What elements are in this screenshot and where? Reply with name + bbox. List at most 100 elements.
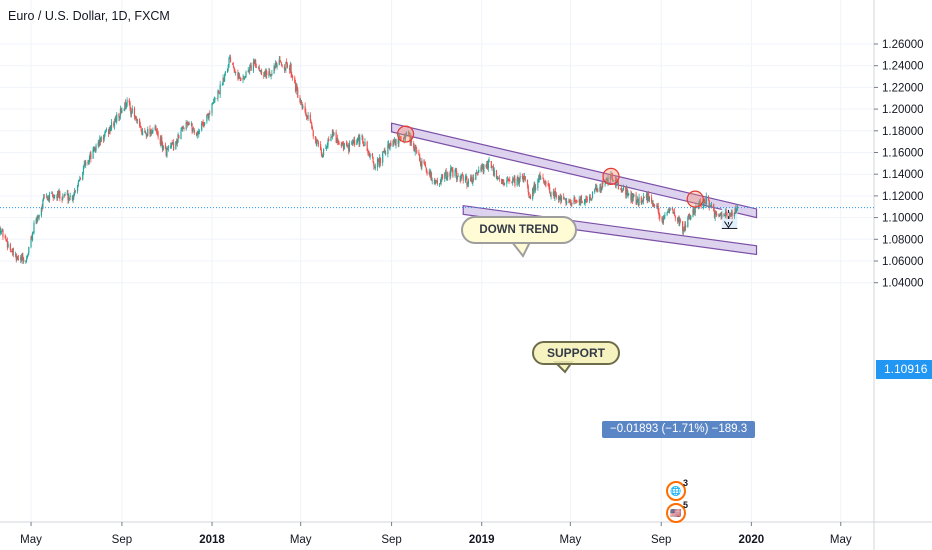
candle-body	[160, 138, 162, 145]
candle-body	[707, 196, 710, 201]
candle-body	[399, 135, 401, 137]
candle-body	[511, 181, 513, 184]
candle-body	[12, 248, 14, 256]
candle-body	[475, 172, 478, 174]
candle-body	[291, 74, 293, 77]
candle-body	[627, 193, 629, 196]
candle-body	[314, 136, 317, 141]
candle-body	[604, 183, 606, 185]
candle-body	[331, 136, 333, 138]
candle-body	[359, 137, 361, 145]
candle-body	[378, 159, 380, 165]
candle-body	[555, 193, 557, 198]
support-callout[interactable]: SUPPORT	[532, 341, 620, 365]
candle-body	[498, 178, 501, 179]
candle-body	[182, 126, 184, 128]
candle-body	[93, 146, 95, 150]
candle-body	[6, 239, 8, 242]
candle-body	[563, 198, 566, 200]
candle-body	[342, 142, 344, 145]
candle-body	[235, 72, 237, 74]
candle-body	[31, 232, 34, 241]
us-flag-event-icon[interactable]: 🇺🇸	[666, 503, 686, 523]
candle-body	[552, 191, 554, 196]
candle-body	[679, 219, 681, 225]
candle-body	[682, 230, 684, 232]
candle-body	[242, 77, 244, 81]
candle-body	[424, 163, 426, 165]
candle-body	[472, 176, 474, 184]
candle-body	[651, 201, 653, 204]
candle-body	[208, 113, 210, 118]
candle-body	[543, 181, 546, 184]
candle-body	[504, 183, 506, 185]
candle-body	[482, 165, 484, 173]
price-range-measure-label[interactable]: −0.01893 (−1.71%) −189.3	[602, 421, 756, 438]
candle-body	[74, 191, 76, 195]
economic-event-icon[interactable]: 🌐	[666, 481, 686, 501]
candle-body	[135, 118, 137, 120]
candle-body	[368, 153, 370, 158]
down-trend-callout[interactable]: DOWN TREND	[461, 216, 577, 244]
candle-body	[440, 178, 442, 184]
candle-body	[579, 199, 581, 204]
candle-body	[207, 115, 209, 119]
candle-body	[300, 101, 303, 105]
candle-body	[113, 122, 115, 126]
candle-body	[265, 70, 267, 76]
candle-body	[529, 196, 531, 198]
candle-body	[218, 92, 221, 94]
trend-touch-marker[interactable]	[602, 167, 620, 185]
candle-body	[664, 214, 666, 216]
candle-body	[450, 168, 452, 177]
candle-body	[297, 88, 299, 98]
candle-body	[166, 149, 168, 157]
symbol-title[interactable]: Euro / U.S. Dollar, 1D, FXCM	[8, 9, 170, 23]
candle-body	[512, 178, 514, 183]
candle-body	[321, 153, 323, 157]
price-tick-label: 1.10000	[882, 213, 924, 225]
candle-body	[354, 139, 356, 146]
candle-body	[426, 171, 428, 175]
candle-body	[421, 160, 423, 168]
candle-body	[687, 217, 689, 227]
candle-body	[307, 115, 309, 119]
candle-body	[673, 211, 676, 216]
trend-touch-marker[interactable]	[686, 190, 704, 208]
candle-body	[506, 180, 508, 184]
candlestick-series[interactable]	[0, 54, 738, 265]
candle-body	[320, 149, 322, 154]
price-tick-label: 1.22000	[882, 82, 924, 94]
candle-body	[167, 147, 170, 149]
candle-body	[146, 135, 148, 137]
candle-body	[351, 142, 354, 144]
candle-body	[243, 78, 245, 80]
candle-body	[258, 67, 260, 71]
candle-body	[517, 178, 519, 179]
candle-body	[385, 153, 387, 155]
candle-body	[477, 172, 479, 173]
candle-body	[254, 60, 256, 64]
candle-body	[173, 142, 175, 151]
price-tick-label: 1.16000	[882, 148, 924, 160]
candle-body	[335, 132, 337, 143]
candle-body	[119, 116, 121, 118]
candle-body	[445, 171, 447, 179]
candle-body	[540, 177, 542, 179]
trend-touch-marker[interactable]	[397, 125, 415, 143]
candle-body	[388, 143, 390, 149]
candle-body	[596, 187, 598, 190]
candle-body	[188, 122, 190, 125]
candle-body	[693, 209, 695, 212]
candle-body	[316, 140, 318, 145]
last-price-tag: 1.10916	[876, 360, 932, 379]
candle-body	[405, 135, 407, 139]
candle-body	[723, 213, 725, 216]
candle-body	[559, 196, 561, 200]
candle-body	[84, 163, 86, 166]
candle-body	[286, 62, 288, 64]
upper-trend-channel[interactable]	[390, 122, 758, 219]
candle-body	[565, 198, 567, 204]
